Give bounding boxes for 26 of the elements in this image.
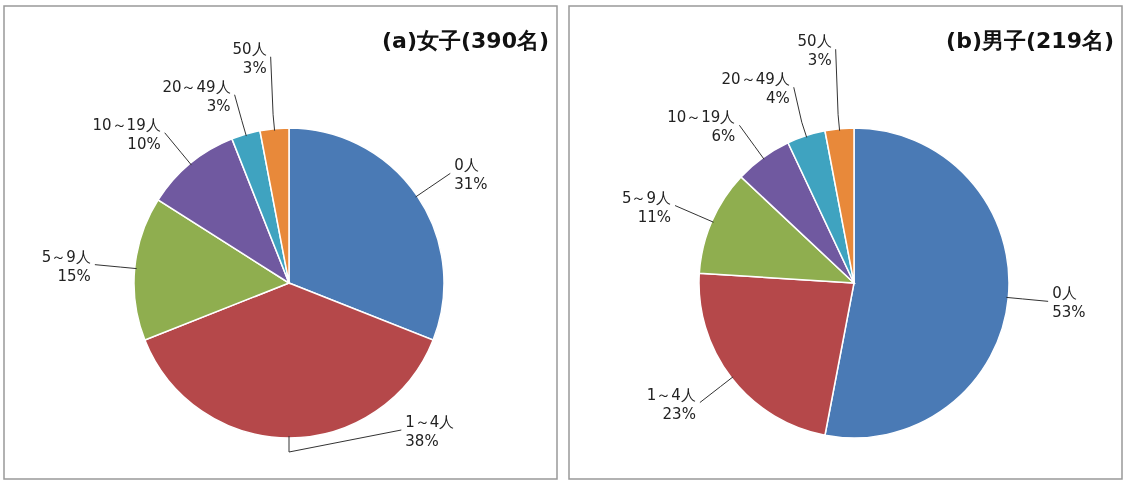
- data-label: 10%: [127, 134, 161, 153]
- slice-label: 20～49人: [721, 70, 790, 89]
- slice-label: 1～4人: [405, 413, 455, 431]
- data-label: 53%: [1052, 303, 1086, 322]
- slice-label: 0人: [1052, 284, 1077, 303]
- data-label: 6%: [711, 127, 736, 146]
- data-label: 23%: [662, 404, 696, 423]
- slice-label: 0人: [454, 156, 479, 175]
- data-label: 3%: [242, 58, 267, 77]
- slice-label: 1～4人: [646, 385, 696, 404]
- data-label: 38%: [405, 432, 439, 450]
- data-label: 11%: [637, 207, 672, 226]
- data-label: 15%: [57, 266, 91, 285]
- slice-label: 5～9人: [621, 188, 672, 207]
- slice-label: 5～9人: [41, 247, 91, 266]
- data-label: 31%: [454, 175, 488, 194]
- slice-label: 50人: [232, 39, 267, 58]
- slice-label: 50人: [797, 32, 832, 51]
- chart-title: (b)男子(219名): [946, 28, 1114, 53]
- slice-label: 10～19人: [667, 108, 736, 127]
- chart-title: (a)女子(390名): [382, 28, 549, 53]
- data-label: 3%: [807, 51, 832, 70]
- data-label: 4%: [765, 89, 790, 108]
- data-label: 3%: [206, 96, 231, 115]
- slice-label: 20～49人: [162, 77, 231, 96]
- slice-label: 10～19人: [92, 115, 161, 134]
